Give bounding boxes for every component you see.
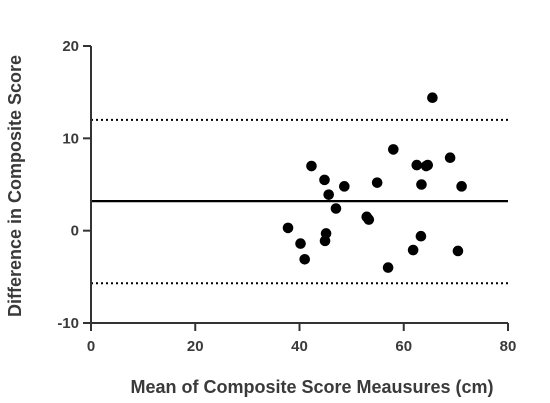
x-tick-label: 0	[87, 338, 95, 355]
data-point	[382, 262, 394, 273]
y-axis-title: Difference in Composite Score	[5, 55, 25, 317]
y-tick-label: -10	[57, 315, 79, 332]
data-point	[323, 189, 334, 200]
reference-lines	[91, 118, 508, 285]
data-point	[456, 181, 467, 192]
x-tick-label: 20	[187, 338, 204, 355]
data-point	[371, 177, 383, 188]
data-point	[422, 159, 434, 171]
axes: -10 0 10 20 0 20 40 60 80	[57, 38, 516, 355]
data-point	[282, 222, 294, 234]
data-point	[411, 159, 423, 171]
x-axis-title: Mean of Composite Score Meausures (cm)	[130, 377, 493, 397]
x-tick-label: 40	[291, 338, 308, 355]
y-tick-label: 0	[71, 223, 79, 240]
data-point	[299, 253, 311, 265]
data-points	[282, 92, 467, 273]
data-point	[444, 152, 456, 164]
data-point	[330, 203, 342, 214]
data-point	[295, 238, 306, 249]
data-point	[407, 244, 419, 256]
x-tick-label: 60	[395, 338, 412, 355]
data-point	[415, 230, 427, 242]
data-point	[306, 160, 317, 172]
x-tick-label: 80	[500, 338, 517, 355]
data-point	[363, 214, 375, 225]
y-tick-label: 10	[62, 130, 79, 147]
data-point	[452, 245, 464, 257]
data-point	[339, 181, 350, 192]
data-point	[319, 174, 330, 186]
data-point	[388, 144, 399, 155]
data-point	[416, 179, 427, 190]
data-point	[427, 92, 438, 104]
y-tick-label: 20	[62, 38, 79, 55]
data-point	[319, 235, 331, 247]
